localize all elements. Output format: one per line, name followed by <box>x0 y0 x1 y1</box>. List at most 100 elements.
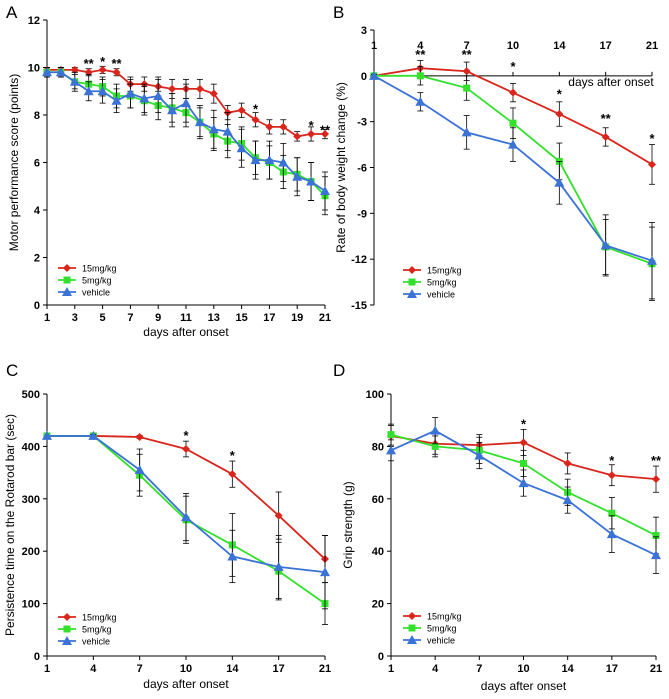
data-point <box>209 89 218 98</box>
data-point <box>601 132 610 141</box>
legend-marker <box>62 287 72 296</box>
data-point <box>236 143 247 153</box>
data-point <box>273 561 284 571</box>
panel-label: B <box>333 3 344 22</box>
series-vehicle <box>386 417 661 574</box>
legend: 15mg/kg 5mg/kg vehicle <box>403 612 462 646</box>
data-point <box>42 67 52 77</box>
significance-mark: * <box>309 118 315 133</box>
y-tick-label: 0 <box>34 651 40 663</box>
data-point <box>278 157 289 167</box>
significance-mark: ** <box>415 47 426 62</box>
data-point <box>292 171 303 181</box>
y-tick-label: 200 <box>22 546 40 558</box>
x-tick-label: 7 <box>137 663 143 675</box>
significance-mark: ** <box>111 56 122 71</box>
legend: 15mg/kg 5mg/kg vehicle <box>58 264 117 298</box>
data-point <box>320 567 330 577</box>
y-tick-label: -15 <box>351 300 367 312</box>
legend-label: 5mg/kg <box>82 625 112 635</box>
legend-marker <box>408 612 416 620</box>
data-point <box>265 122 274 131</box>
legend-marker <box>62 636 72 645</box>
legend-marker <box>408 624 416 632</box>
x-tick-label: 21 <box>646 40 658 52</box>
x-tick-label: 7 <box>464 40 470 52</box>
x-tick-label: 10 <box>517 663 529 675</box>
data-point <box>279 122 288 131</box>
legend: 15mg/kg 5mg/kg vehicle <box>403 266 462 300</box>
data-point <box>227 551 238 561</box>
x-tick-label: 14 <box>226 663 239 675</box>
data-point <box>652 475 660 484</box>
y-tick-label: 80 <box>372 441 384 453</box>
data-point <box>274 511 283 520</box>
y-tick-label: 400 <box>22 441 40 453</box>
data-point <box>181 98 191 108</box>
significance-mark: ** <box>601 111 612 126</box>
data-point <box>554 177 565 187</box>
legend-label: 5mg/kg <box>82 276 112 286</box>
significance-mark: * <box>557 87 563 102</box>
y-tick-label: -12 <box>351 254 367 266</box>
y-tick-label: 8 <box>34 110 40 122</box>
data-point <box>509 119 517 127</box>
legend-label: 5mg/kg <box>427 278 457 288</box>
data-point <box>98 65 107 74</box>
y-tick-label: 10 <box>28 63 40 75</box>
x-tick-label: 1 <box>44 663 50 675</box>
significance-mark: ** <box>651 453 662 468</box>
significance-mark: * <box>253 101 259 116</box>
data-point <box>167 105 178 115</box>
data-point <box>463 84 471 92</box>
legend-marker <box>408 266 416 274</box>
panel-label: D <box>333 361 345 380</box>
significance-mark: * <box>100 54 106 69</box>
y-tick-label: -3 <box>357 117 367 129</box>
data-point <box>181 512 191 522</box>
x-tick-label: 17 <box>273 663 285 675</box>
data-point <box>293 132 302 141</box>
x-tick-label: 17 <box>606 663 618 675</box>
data-point <box>461 127 472 137</box>
legend-marker <box>63 613 71 621</box>
series-line <box>373 75 653 262</box>
x-axis-title: days after onset <box>481 679 567 693</box>
y-tick-label: 6 <box>34 158 40 170</box>
x-axis-title: days after onset <box>143 325 229 339</box>
data-point <box>264 155 275 165</box>
y-tick-label: 500 <box>22 389 40 401</box>
x-axis-title: days after onset <box>143 677 229 691</box>
legend-label: vehicle <box>82 637 110 647</box>
x-tick-label: 17 <box>263 312 275 324</box>
x-tick-label: 21 <box>319 663 331 675</box>
x-tick-label: 11 <box>180 312 192 324</box>
legend-label: vehicle <box>427 290 455 300</box>
legend-marker <box>63 625 71 633</box>
series-vehicle <box>42 430 330 610</box>
x-tick-label: 14 <box>553 40 566 52</box>
x-tick-label: 1 <box>388 663 394 675</box>
data-point <box>462 67 471 76</box>
data-point <box>307 130 316 138</box>
legend-label: 15mg/kg <box>427 266 462 276</box>
chart-panel-a: A days after onset Motor performance sco… <box>6 3 331 339</box>
data-point <box>648 160 656 169</box>
data-point <box>111 95 122 105</box>
significance-mark: * <box>649 131 655 146</box>
panel-label: A <box>6 3 18 22</box>
data-point <box>153 91 164 100</box>
y-tick-label: 2 <box>34 253 40 265</box>
significance-mark: ** <box>84 56 95 71</box>
legend-label: 15mg/kg <box>82 264 117 274</box>
panel-label: C <box>6 361 18 380</box>
x-tick-label: 4 <box>90 663 97 675</box>
x-tick-label: 19 <box>291 312 303 324</box>
x-tick-label: 21 <box>650 663 662 675</box>
x-tick-label: 13 <box>208 312 220 324</box>
data-point <box>69 76 80 86</box>
legend-marker <box>407 289 417 298</box>
y-axis-title: Rate of body weight change (%) <box>334 82 348 253</box>
y-tick-label: 20 <box>372 599 384 611</box>
y-tick-label: 4 <box>34 205 41 217</box>
